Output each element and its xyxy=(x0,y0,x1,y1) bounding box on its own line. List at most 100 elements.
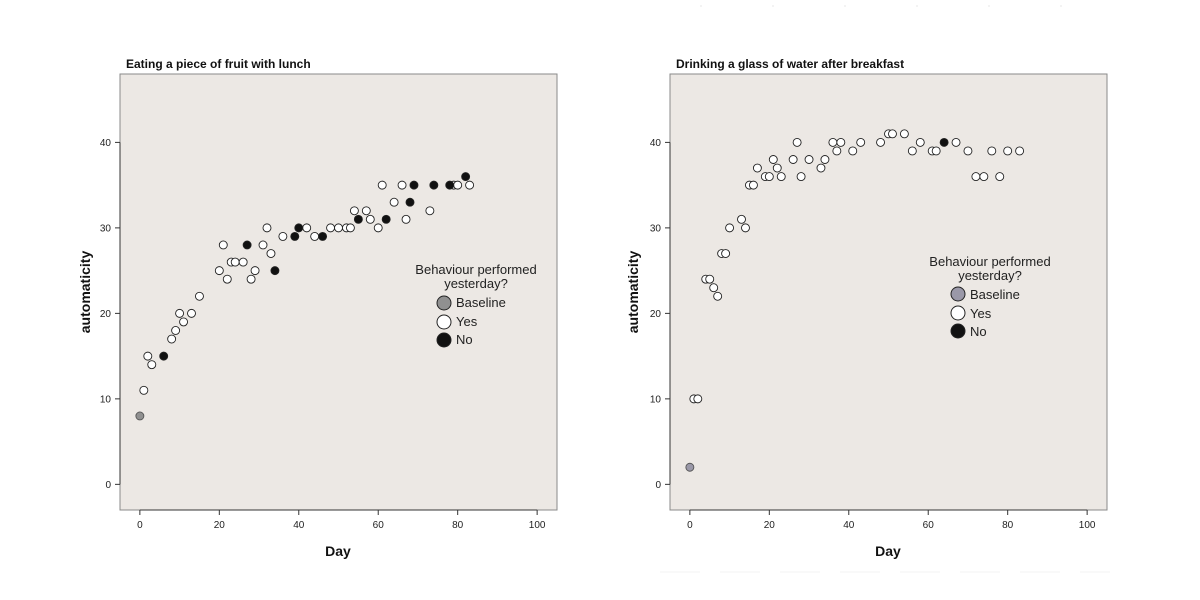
data-point-yes xyxy=(816,163,826,173)
data-point-no xyxy=(318,231,328,241)
data-point-baseline xyxy=(685,462,695,472)
data-point-yes xyxy=(741,223,750,233)
data-point-yes xyxy=(705,274,715,284)
data-point-yes xyxy=(167,334,177,344)
data-point-yes xyxy=(389,197,399,207)
data-point-yes xyxy=(848,146,858,156)
x-tick-label: 100 xyxy=(1079,520,1096,531)
data-points xyxy=(135,172,475,421)
data-point-yes xyxy=(345,223,355,233)
x-axis: 0 20 40 60 80 100 xyxy=(687,509,1096,531)
data-point-no xyxy=(353,214,363,224)
data-point-yes xyxy=(365,214,375,224)
x-tick-label: 20 xyxy=(214,520,226,531)
data-point-yes xyxy=(453,180,463,190)
data-point-yes xyxy=(888,129,897,139)
data-point-yes xyxy=(721,249,731,258)
y-tick-label: 30 xyxy=(650,223,662,234)
chart-title: Drinking a glass of water after breakfas… xyxy=(676,57,904,71)
legend-label-no: No xyxy=(970,324,987,339)
data-point-no xyxy=(242,240,252,250)
legend-marker-no xyxy=(950,323,966,339)
data-point-baseline xyxy=(135,411,145,421)
legend-title-line-2: yesterday? xyxy=(444,276,508,291)
data-point-yes xyxy=(377,180,387,190)
data-point-yes xyxy=(401,214,411,224)
data-point-yes xyxy=(772,163,782,173)
legend-marker-baseline xyxy=(950,286,966,302)
x-tick-label: 40 xyxy=(843,520,855,531)
chart-panel-fruit: Eating a piece of fruit with lunch Day a… xyxy=(77,57,558,559)
data-point-yes xyxy=(725,223,735,233)
data-point-yes xyxy=(748,180,758,190)
data-point-yes xyxy=(776,172,786,182)
data-point-yes xyxy=(171,326,181,335)
data-point-no xyxy=(445,180,455,190)
x-tick-label: 80 xyxy=(452,520,464,531)
y-tick-label: 10 xyxy=(100,394,112,405)
legend-label-baseline: Baseline xyxy=(456,295,506,310)
legend-marker-yes xyxy=(950,305,966,321)
chart-panel-water: Drinking a glass of water after breakfas… xyxy=(625,57,1108,559)
chart-title: Eating a piece of fruit with lunch xyxy=(126,57,311,71)
x-tick-label: 100 xyxy=(529,520,546,531)
data-point-no xyxy=(429,180,439,190)
data-point-yes xyxy=(214,266,224,276)
data-point-no xyxy=(290,231,300,241)
data-point-yes xyxy=(713,291,723,301)
data-point-yes xyxy=(768,155,778,164)
data-point-yes xyxy=(397,180,407,190)
y-tick-label: 0 xyxy=(655,480,661,491)
data-point-yes xyxy=(876,137,886,147)
data-point-yes xyxy=(187,308,196,318)
data-point-yes xyxy=(951,137,961,147)
data-point-yes xyxy=(195,291,204,301)
data-point-yes xyxy=(764,172,774,182)
x-tick-label: 0 xyxy=(137,520,143,531)
x-tick-label: 0 xyxy=(687,520,693,531)
data-point-yes xyxy=(250,266,260,276)
data-point-yes xyxy=(425,206,435,216)
data-point-yes xyxy=(836,137,846,147)
plot-area xyxy=(119,73,558,511)
data-point-yes xyxy=(963,146,973,156)
data-point-yes xyxy=(258,240,268,250)
data-point-no xyxy=(461,172,471,182)
data-point-yes xyxy=(931,146,941,156)
data-point-yes xyxy=(310,231,320,241)
data-point-yes xyxy=(361,206,371,216)
data-points xyxy=(685,129,1025,472)
data-point-yes xyxy=(995,172,1005,182)
data-point-yes xyxy=(907,146,917,156)
x-tick-label: 20 xyxy=(764,520,776,531)
data-point-yes xyxy=(139,385,149,395)
data-point-no xyxy=(409,180,419,190)
y-axis: 0 10 20 30 40 xyxy=(100,138,121,491)
data-point-yes xyxy=(222,274,232,284)
x-axis: 0 20 40 60 80 100 xyxy=(137,509,546,531)
legend-marker-yes xyxy=(436,314,452,330)
data-point-yes xyxy=(143,351,153,361)
legend: Behaviour performed yesterday? Baseline … xyxy=(929,254,1050,339)
data-point-yes xyxy=(832,146,842,156)
data-point-yes xyxy=(230,257,240,267)
y-tick-label: 30 xyxy=(100,223,112,234)
data-point-yes xyxy=(1015,146,1025,156)
data-point-no xyxy=(159,351,169,361)
data-point-yes xyxy=(804,155,814,164)
data-point-yes xyxy=(334,223,343,233)
data-point-no xyxy=(405,197,415,207)
data-point-no xyxy=(939,137,949,147)
legend-label-baseline: Baseline xyxy=(970,287,1020,302)
data-point-yes xyxy=(218,240,228,250)
data-point-yes xyxy=(788,155,798,164)
x-tick-label: 60 xyxy=(373,520,385,531)
data-point-yes xyxy=(266,249,276,258)
data-point-yes xyxy=(899,129,909,139)
x-axis-label: Day xyxy=(875,543,901,559)
legend-label-yes: Yes xyxy=(456,314,478,329)
data-point-yes xyxy=(856,137,866,147)
y-axis-label: automaticity xyxy=(625,251,641,334)
data-point-no xyxy=(270,266,280,276)
